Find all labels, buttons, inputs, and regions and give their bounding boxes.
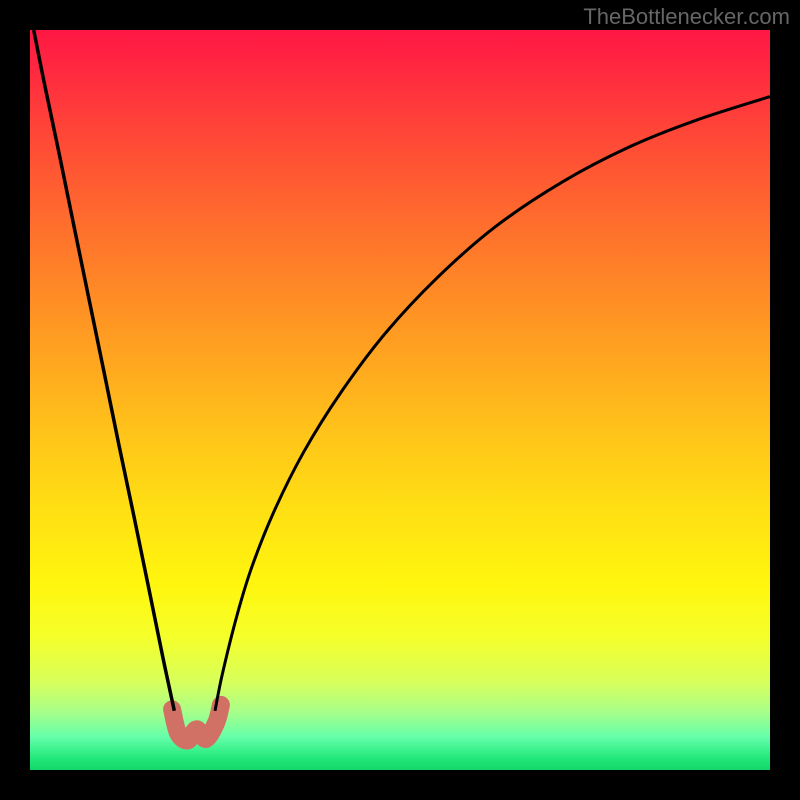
bottleneck-chart [0,0,800,800]
watermark-label: TheBottlenecker.com [583,4,790,30]
chart-container: TheBottlenecker.com [0,0,800,800]
gradient-background [30,30,770,770]
